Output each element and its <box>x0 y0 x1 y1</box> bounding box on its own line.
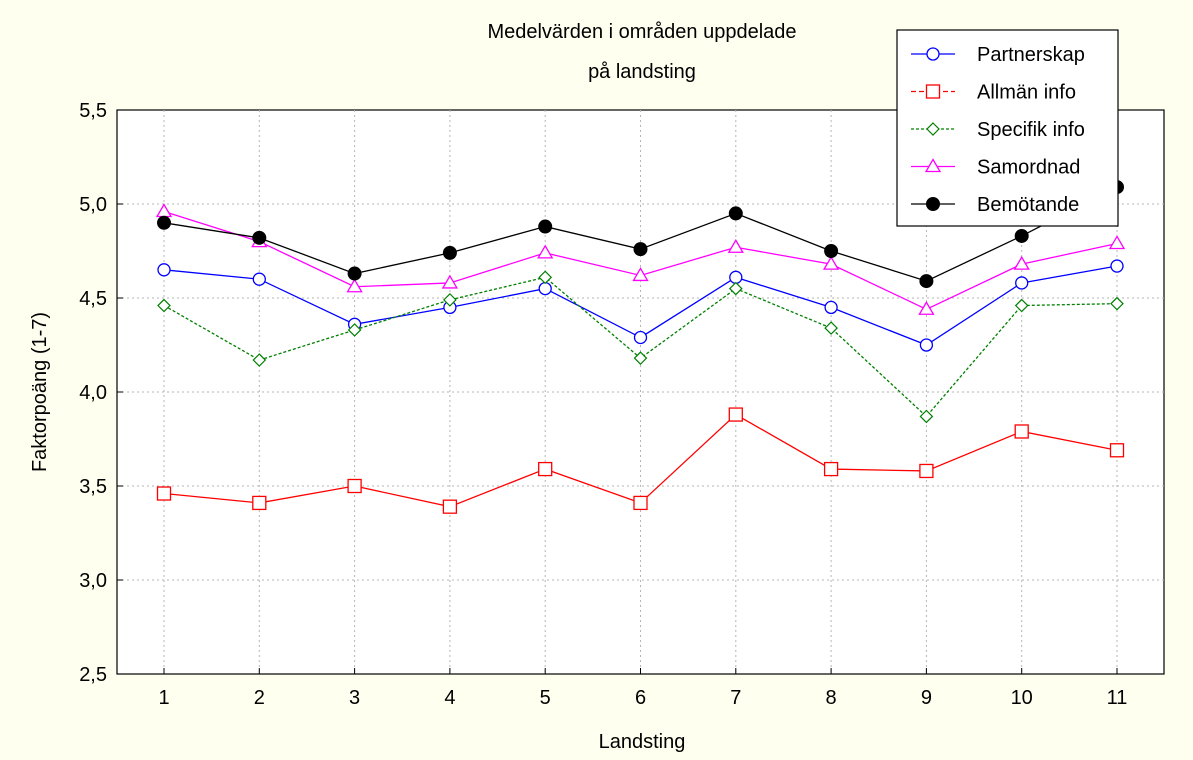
data-point <box>538 281 552 296</box>
x-tick-label: 6 <box>635 687 646 709</box>
data-point <box>1015 276 1029 290</box>
data-point <box>1108 235 1126 250</box>
x-tick-label: 7 <box>730 687 741 709</box>
data-point <box>824 300 838 315</box>
data-point <box>1109 443 1125 458</box>
data-point <box>919 463 934 479</box>
data-point <box>157 215 171 230</box>
data-point <box>443 293 457 307</box>
data-point <box>157 298 171 313</box>
y-tick-label: 3,0 <box>79 570 107 592</box>
legend-label: Partnerskap <box>977 44 1085 66</box>
series-layer <box>155 180 1126 514</box>
x-tick-label: 1 <box>158 687 169 709</box>
data-point <box>728 407 743 422</box>
data-point <box>1014 228 1029 243</box>
legend: Partnerskap Allmän info Specifik info Samor… <box>896 29 1119 227</box>
y-tick-label: 5,5 <box>79 100 107 122</box>
data-point <box>1014 298 1029 313</box>
legend-marker <box>926 197 940 211</box>
legend-label: Bemötande <box>977 194 1079 216</box>
data-point <box>346 278 363 293</box>
series-samordnad <box>155 203 1126 315</box>
legend-marker <box>926 47 940 61</box>
legend-item: Partnerskap <box>911 44 1085 66</box>
data-point <box>824 321 838 335</box>
data-point <box>728 281 743 296</box>
data-point <box>727 238 744 253</box>
legend-marker <box>926 122 940 136</box>
data-point <box>729 270 743 284</box>
x-tick-label: 8 <box>826 687 837 709</box>
data-point <box>537 244 554 259</box>
axes: 1 2 3 4 5 6 7 8 9 10 11 2,5 3,0 3,5 4,0 4,5 5,0 5,5 <box>79 100 1127 709</box>
x-tick-label: 4 <box>444 687 455 709</box>
data-point <box>442 245 457 260</box>
legend-item: Bemötande <box>911 194 1079 216</box>
data-point <box>347 323 362 337</box>
data-point <box>1013 255 1030 270</box>
data-point <box>252 495 267 511</box>
legend-item: Samordnad <box>911 157 1080 179</box>
legend-marker <box>924 158 942 173</box>
data-point <box>538 461 553 477</box>
series-allm-n-info <box>156 407 1125 514</box>
data-point <box>822 255 840 270</box>
data-point <box>919 338 934 352</box>
data-point <box>632 267 649 282</box>
data-point <box>1014 424 1029 439</box>
data-point <box>633 242 648 257</box>
x-axis-title: Landsting <box>599 731 686 753</box>
x-tick-label: 2 <box>254 687 265 709</box>
data-point <box>442 499 458 514</box>
data-point <box>824 244 839 258</box>
data-point <box>538 270 553 285</box>
y-tick-label: 5,0 <box>79 194 107 216</box>
data-point <box>347 478 362 494</box>
data-point <box>918 300 935 315</box>
data-point <box>919 409 934 424</box>
series-partnerskap <box>157 259 1124 352</box>
legend-label: Specifik info <box>977 119 1085 141</box>
x-tick-label: 9 <box>921 687 932 709</box>
y-axis-title: Faktorpoäng (1-7) <box>29 312 51 472</box>
data-point <box>633 330 648 345</box>
data-point <box>633 495 648 511</box>
data-point <box>919 274 934 289</box>
data-point <box>441 274 459 289</box>
data-point <box>347 266 362 281</box>
legend-label: Samordnad <box>977 157 1080 179</box>
y-tick-label: 3,5 <box>79 476 107 498</box>
legend-item: Specifik info <box>911 119 1085 141</box>
data-point <box>252 353 267 367</box>
x-tick-label: 5 <box>540 687 551 709</box>
data-point <box>252 272 266 286</box>
x-tick-label: 3 <box>349 687 360 709</box>
data-point <box>728 206 743 221</box>
data-point <box>823 461 839 477</box>
chart-title-line2: på landsting <box>588 61 696 83</box>
x-tick-label: 11 <box>1107 687 1128 709</box>
data-point <box>633 351 648 366</box>
data-point <box>538 219 553 234</box>
series-specifik-info <box>157 270 1124 424</box>
y-tick-label: 2,5 <box>79 664 107 686</box>
x-tick-label: 10 <box>1011 687 1033 709</box>
grid <box>117 110 1164 674</box>
chart-title-line1: Medelvärden i områden uppdelade <box>487 21 796 43</box>
data-point <box>157 263 171 277</box>
data-point <box>1110 296 1124 311</box>
data-point <box>1110 259 1124 273</box>
legend-marker <box>925 84 941 99</box>
y-tick-label: 4,0 <box>79 382 107 404</box>
legend-item: Allmän info <box>911 82 1076 104</box>
data-point <box>156 486 172 501</box>
y-tick-label: 4,5 <box>79 288 107 310</box>
legend-label: Allmän info <box>977 82 1076 104</box>
data-point <box>252 230 267 245</box>
